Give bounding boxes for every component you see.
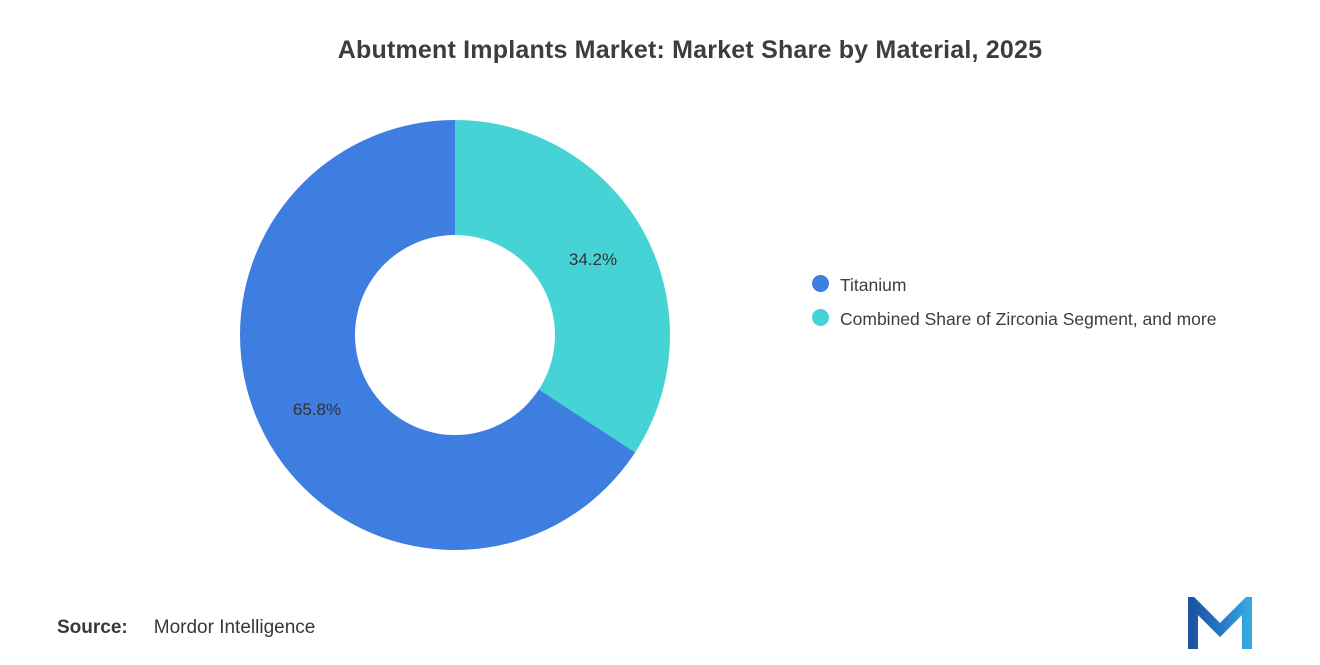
legend: Titanium Combined Share of Zirconia Segm…	[812, 273, 1284, 333]
legend-label: Combined Share of Zirconia Segment, and …	[840, 309, 1217, 330]
source-text: Mordor Intelligence	[153, 617, 316, 638]
donut-chart-area: 34.2% 65.8%	[240, 120, 670, 550]
chart-title: Abutment Implants Market: Market Share b…	[337, 36, 1043, 64]
slice-label: 65.8%	[292, 399, 342, 419]
source-prefix: Source:	[57, 617, 128, 638]
donut-hole	[355, 235, 555, 435]
legend-item-zirconia: Combined Share of Zirconia Segment, and …	[812, 307, 1284, 332]
source-line: Source: Mordor Intelligence	[57, 617, 315, 639]
legend-marker-zirconia	[812, 309, 829, 327]
legend-item-titanium: Titanium	[812, 273, 1284, 298]
legend-label: Titanium	[840, 275, 907, 295]
slice-label: 34.2%	[568, 250, 618, 270]
mordor-intelligence-logo	[1188, 590, 1252, 651]
legend-marker-titanium	[812, 275, 829, 292]
